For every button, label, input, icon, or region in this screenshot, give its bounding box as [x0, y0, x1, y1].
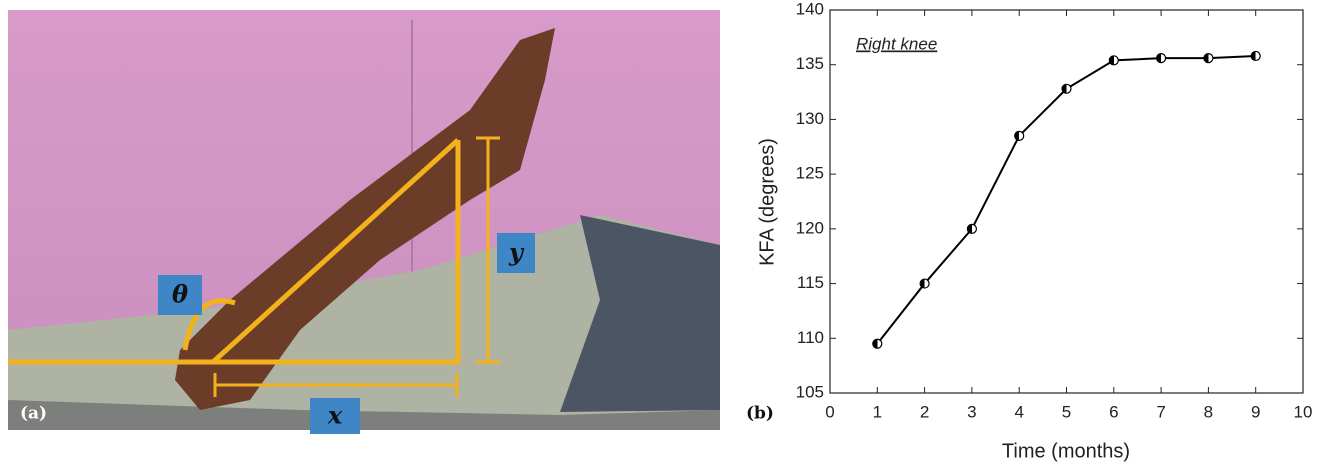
series-line	[877, 56, 1255, 344]
point	[1109, 56, 1118, 65]
point	[920, 279, 929, 288]
x-tick-label: 9	[1251, 402, 1260, 421]
y-tick-label: 105	[796, 382, 824, 401]
point	[1157, 54, 1166, 63]
x-tick-label: 3	[967, 402, 976, 421]
point	[1062, 84, 1071, 93]
figure: θ y x (a) (b) Right knee Time (months) K…	[0, 0, 1319, 468]
x-tick-label: 6	[1109, 402, 1118, 421]
x-tick-label: 10	[1294, 402, 1313, 421]
x-tick-label: 5	[1062, 402, 1071, 421]
point	[967, 224, 976, 233]
x-axis-label: Time (months)	[1002, 440, 1130, 462]
y-tick-label: 115	[797, 273, 824, 292]
point	[1251, 51, 1260, 60]
base-label: x	[327, 401, 343, 430]
angle-label: θ	[172, 280, 188, 309]
plot-frame	[830, 10, 1303, 393]
panel-label: (a)	[20, 404, 47, 424]
y-tick-label: 130	[796, 109, 824, 128]
x-tick-label: 2	[920, 402, 929, 421]
panel-label: (b)	[746, 404, 774, 424]
x-tick-label: 4	[1014, 402, 1023, 421]
photo: θ y x (a)	[8, 10, 720, 434]
height-label: y	[508, 238, 525, 267]
y-tick-label: 110	[797, 328, 824, 347]
y-tick-label: 120	[796, 218, 824, 237]
x-tick-label: 8	[1204, 402, 1213, 421]
y-axis-label: KFA (degrees)	[756, 138, 778, 266]
point	[1015, 131, 1024, 140]
y-tick-label: 140	[796, 0, 824, 18]
annotation: Right knee	[856, 34, 937, 53]
x-tick-label: 0	[825, 402, 834, 421]
y-tick-label: 135	[796, 54, 824, 73]
x-tick-label: 7	[1156, 402, 1165, 421]
y-tick-label: 125	[796, 164, 824, 183]
point	[873, 339, 882, 348]
point	[1204, 54, 1213, 63]
x-tick-label: 1	[873, 402, 882, 421]
